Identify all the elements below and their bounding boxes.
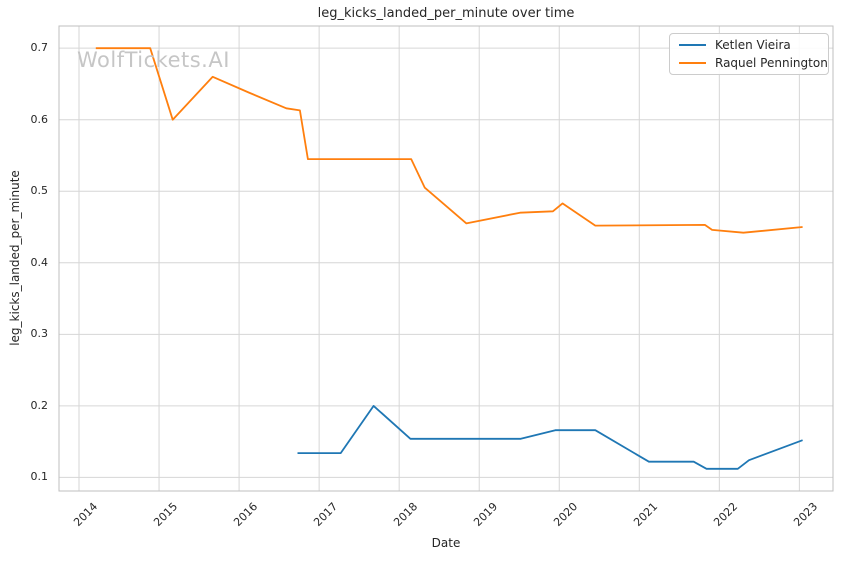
legend-label: Raquel Pennington — [715, 56, 828, 70]
y-tick-label: 0.2 — [30, 398, 49, 412]
legend-item: Ketlen Vieira — [670, 38, 828, 52]
x-axis-label: Date — [431, 536, 461, 550]
series-line-raquel-pennington — [95, 47, 803, 234]
y-tick-label: 0.6 — [30, 112, 49, 126]
legend: Ketlen Vieira Raquel Pennington — [669, 33, 829, 75]
legend-label: Ketlen Vieira — [715, 38, 791, 52]
y-tick-label: 0.7 — [30, 41, 49, 55]
y-tick-label: 0.4 — [30, 255, 49, 269]
chart-title: leg_kicks_landed_per_minute over time — [317, 6, 575, 21]
y-tick-label: 0.3 — [30, 327, 49, 341]
series-line-ketlen-vieira — [297, 404, 803, 470]
legend-item: Raquel Pennington — [670, 56, 828, 70]
legend-line-sample-icon — [679, 44, 706, 46]
axes-frame — [58, 25, 834, 492]
legend-line-sample-icon — [679, 62, 706, 64]
watermark: WolfTickets.AI — [77, 48, 230, 72]
y-tick-label: 0.1 — [30, 470, 49, 484]
y-tick-label: 0.5 — [30, 184, 49, 198]
